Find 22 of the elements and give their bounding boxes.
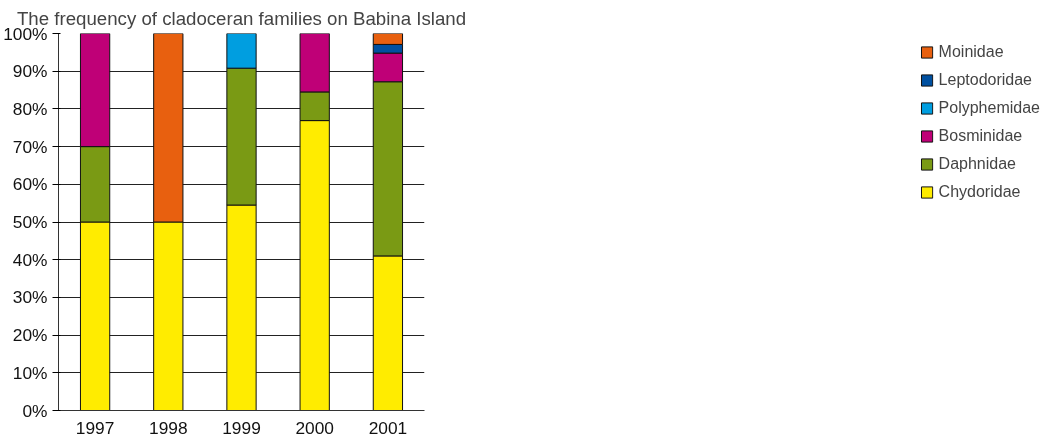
legend-label: Leptodoridae bbox=[938, 71, 1033, 89]
y-tick-label: 90% bbox=[12, 61, 48, 82]
y-tick-label: 80% bbox=[12, 98, 48, 119]
x-tick-label: 1998 bbox=[149, 417, 188, 438]
legend-label: Moinidae bbox=[938, 43, 1004, 61]
y-tick-label: 40% bbox=[12, 249, 48, 270]
chart-title: The frequency of cladoceran families on Babina Island bbox=[16, 7, 467, 29]
legend-label: Polyphemidae bbox=[938, 99, 1040, 117]
legend-label: Chydoridae bbox=[938, 183, 1021, 201]
x-tick-label: 1999 bbox=[222, 417, 261, 438]
y-tick-label: 20% bbox=[12, 325, 48, 346]
x-tick-label: 2001 bbox=[368, 417, 408, 438]
y-tick-label: 60% bbox=[12, 174, 48, 195]
y-tick-label: 50% bbox=[12, 212, 48, 232]
x-tick-label: 1997 bbox=[75, 417, 115, 438]
y-tick-label: 30% bbox=[12, 287, 48, 308]
y-tick-label: 0% bbox=[22, 400, 48, 421]
legend-label: Bosminidae bbox=[938, 127, 1023, 145]
x-tick-label: 2000 bbox=[295, 417, 334, 438]
legend-label: Daphnidae bbox=[938, 155, 1016, 173]
y-tick-label: 10% bbox=[12, 362, 48, 383]
y-tick-label: 70% bbox=[12, 136, 48, 157]
